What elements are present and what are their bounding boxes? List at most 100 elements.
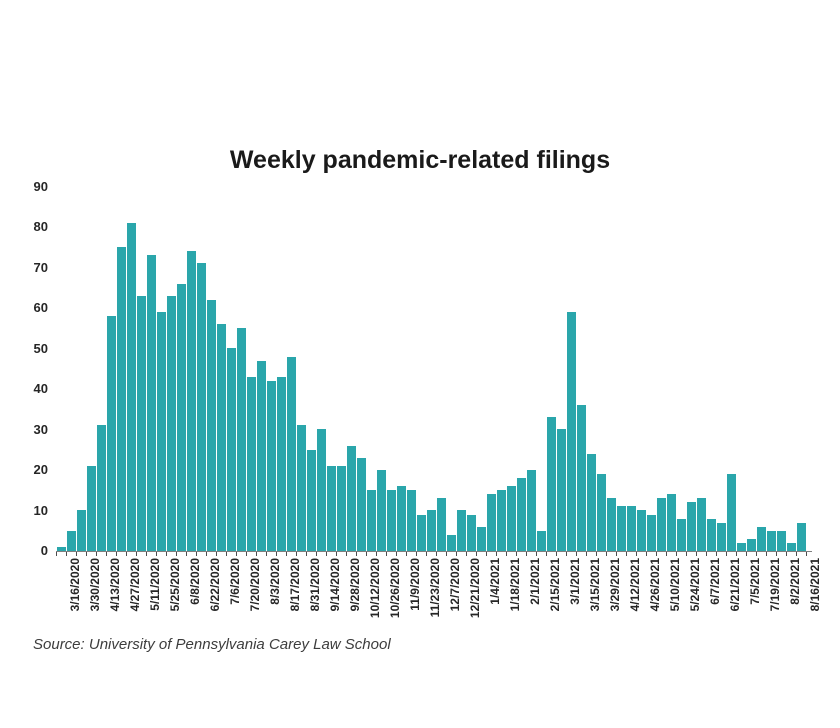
bar	[77, 510, 86, 551]
x-axis-label: 8/16/2021	[808, 558, 823, 612]
bar	[127, 223, 136, 551]
x-axis-label: 5/10/2021	[668, 558, 683, 612]
bar	[387, 490, 396, 551]
x-axis-label: 8/2/2021	[788, 558, 803, 605]
x-axis-label: 4/27/2020	[128, 558, 143, 612]
bar	[247, 377, 256, 551]
y-axis-label: 40	[33, 381, 48, 396]
bar	[57, 547, 66, 551]
x-axis-label: 1/4/2021	[488, 558, 503, 605]
x-axis-label: 9/28/2020	[348, 558, 363, 612]
x-axis-label: 2/15/2021	[548, 558, 563, 612]
bar	[667, 494, 676, 551]
bar	[347, 446, 356, 551]
bar	[507, 486, 516, 551]
y-axis-label: 80	[33, 219, 48, 234]
bar	[417, 515, 426, 551]
bar	[477, 527, 486, 551]
x-axis-label: 7/19/2021	[768, 558, 783, 612]
x-axis-label: 5/25/2020	[168, 558, 183, 612]
x-axis-label: 4/13/2020	[108, 558, 123, 612]
bar	[317, 429, 326, 551]
y-axis-label: 90	[33, 178, 48, 194]
bar	[567, 312, 576, 551]
bar	[217, 324, 226, 551]
bar	[577, 405, 586, 551]
x-axis-label: 9/14/2020	[328, 558, 343, 612]
bar	[157, 312, 166, 551]
x-axis-label: 8/3/2020	[268, 558, 283, 605]
bar	[607, 498, 616, 551]
bar	[657, 498, 666, 551]
bar	[227, 348, 236, 551]
bar	[67, 531, 76, 551]
x-axis-label: 3/16/2020	[68, 558, 83, 612]
bar	[377, 470, 386, 551]
bar	[397, 486, 406, 551]
bar	[737, 543, 746, 551]
bar	[557, 429, 566, 551]
bar	[517, 478, 526, 551]
bar	[747, 539, 756, 551]
x-axis-label: 7/5/2021	[748, 558, 763, 605]
bar	[177, 284, 186, 551]
bar	[537, 531, 546, 551]
bar	[197, 263, 206, 551]
x-axis-label: 2/1/2021	[528, 558, 543, 605]
bar	[367, 490, 376, 551]
bar	[257, 361, 266, 551]
bar	[777, 531, 786, 551]
bar	[107, 316, 116, 551]
x-axis-label: 3/15/2021	[588, 558, 603, 612]
bar	[137, 296, 146, 551]
x-axis-label: 6/8/2020	[188, 558, 203, 605]
y-axis-label: 10	[33, 502, 48, 518]
bar	[467, 515, 476, 551]
bar	[757, 527, 766, 551]
x-axis-label: 7/20/2020	[248, 558, 263, 612]
bar	[767, 531, 776, 551]
bar	[407, 490, 416, 551]
bar	[97, 425, 106, 551]
bar	[697, 498, 706, 551]
x-axis-label: 11/23/2020	[428, 558, 443, 618]
x-axis-label: 1/18/2021	[508, 558, 523, 612]
y-axis-label: 20	[33, 462, 48, 477]
x-axis-label: 3/1/2021	[568, 558, 583, 605]
y-axis-label: 30	[33, 421, 48, 437]
source-note: Source: University of Pennsylvania Carey…	[33, 636, 391, 653]
x-axis-label: 6/7/2021	[708, 558, 723, 605]
x-axis-label: 6/22/2020	[208, 558, 223, 612]
x-axis-label: 5/24/2021	[688, 558, 703, 612]
bar	[647, 515, 656, 551]
x-axis-ticks	[56, 552, 812, 556]
bar	[287, 357, 296, 551]
x-axis-label: 5/11/2020	[148, 558, 163, 611]
bar	[637, 510, 646, 551]
chart-title: Weekly pandemic-related filings	[229, 146, 611, 174]
x-axis-label: 4/26/2021	[648, 558, 663, 612]
bar	[547, 417, 556, 551]
bar	[527, 470, 536, 551]
bar	[687, 502, 696, 551]
y-axis-label: 60	[33, 300, 48, 315]
x-axis-label: 10/12/2020	[368, 558, 383, 619]
x-axis-label: 12/7/2020	[448, 558, 463, 612]
x-axis-label: 6/21/2021	[728, 558, 743, 612]
x-axis-label: 8/17/2020	[288, 558, 303, 612]
bar	[307, 450, 316, 551]
bar	[327, 466, 336, 551]
bar	[427, 510, 436, 551]
y-axis-label: 70	[33, 259, 48, 275]
bar	[787, 543, 796, 551]
bar	[187, 251, 196, 551]
bar	[87, 466, 96, 551]
x-axis-label: 11/9/2020	[408, 558, 423, 611]
bar	[457, 510, 466, 551]
bar	[717, 523, 726, 551]
bar	[497, 490, 506, 551]
bar	[207, 300, 216, 551]
bar	[337, 466, 346, 551]
bar	[727, 474, 736, 551]
